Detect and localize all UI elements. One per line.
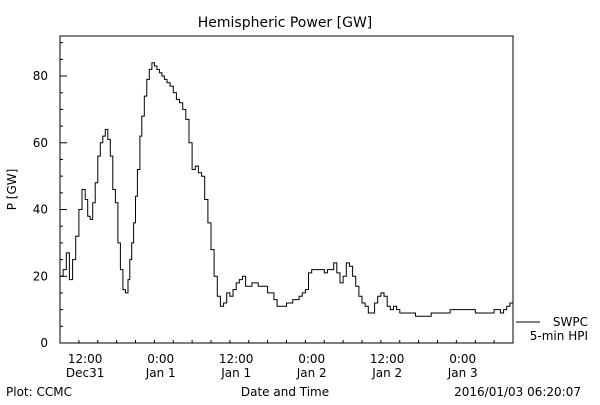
x-axis-label: Date and Time	[241, 385, 329, 399]
x-tick-date-label: Dec31	[66, 366, 105, 380]
legend-label-swpc: SWPC	[553, 315, 588, 329]
plot-credit: Plot: CCMC	[6, 385, 72, 399]
x-tick-time-label: 12:00	[219, 352, 254, 366]
plot-timestamp: 2016/01/03 06:20:07	[454, 385, 581, 399]
legend-label-hpi: 5-min HPI	[530, 329, 588, 343]
y-tick-label: 80	[33, 69, 48, 83]
y-tick-label: 0	[40, 336, 48, 350]
x-tick-date-label: Jan 1	[220, 366, 251, 380]
x-tick-time-label: 12:00	[370, 352, 405, 366]
series-line-swpc	[60, 62, 514, 317]
x-tick-time-label: 12:00	[68, 352, 103, 366]
x-tick-time-label: 0:00	[298, 352, 325, 366]
y-tick-label: 60	[33, 136, 48, 150]
x-tick-date-label: Jan 3	[447, 366, 478, 380]
x-tick-date-label: Jan 1	[145, 366, 176, 380]
y-axis-label: P [GW]	[5, 169, 19, 211]
x-tick-time-label: 0:00	[147, 352, 174, 366]
x-tick-date-label: Jan 2	[371, 366, 402, 380]
x-tick-time-label: 0:00	[449, 352, 476, 366]
y-tick-label: 40	[33, 203, 48, 217]
x-tick-date-label: Jan 2	[296, 366, 327, 380]
y-tick-label: 20	[33, 269, 48, 283]
plot-frame	[59, 35, 514, 344]
chart-title: Hemispheric Power [GW]	[198, 15, 373, 31]
